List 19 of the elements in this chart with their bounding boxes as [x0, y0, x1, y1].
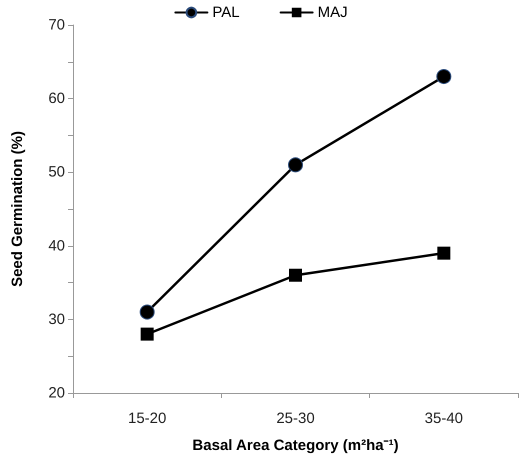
y-tick-label: 40	[48, 237, 65, 254]
legend-label: PAL	[212, 4, 240, 21]
y-axis-title: Seed Germination (%)	[9, 131, 26, 287]
point	[436, 69, 452, 84]
y-tick-label: 50	[48, 164, 65, 181]
point	[140, 304, 155, 320]
legend-label: MAJ	[318, 4, 348, 21]
y-tick-label: 30	[48, 310, 65, 328]
point	[288, 157, 303, 172]
y-tick-label: 70	[48, 16, 65, 34]
y-tick-label: 20	[48, 384, 65, 402]
point	[140, 328, 154, 341]
x-tick-label: 25-30	[276, 410, 315, 427]
x-tick-label: 15-20	[128, 410, 166, 427]
x-tick-label: 35-40	[424, 410, 464, 427]
point	[437, 246, 450, 260]
y-tick-label: 60	[48, 90, 65, 108]
x-axis-title: Basal Area Category (m²ha⁻¹)	[192, 437, 399, 454]
point	[289, 268, 302, 282]
